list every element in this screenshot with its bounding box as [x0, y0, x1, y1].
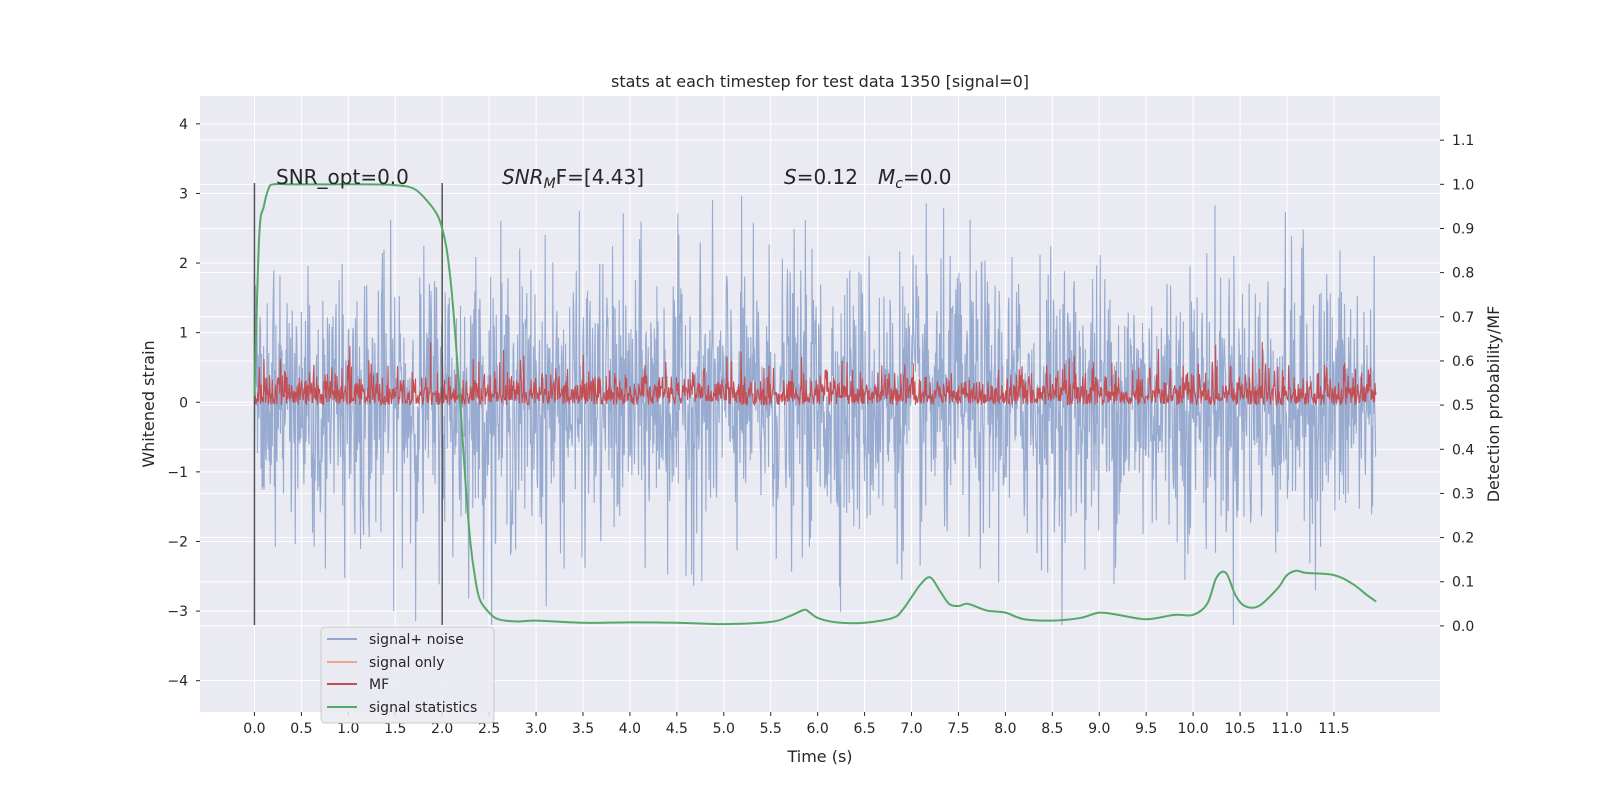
legend-label-mf: MF — [369, 677, 389, 693]
y-left-tick-label-1: 3 — [179, 186, 188, 202]
signal-noise-series — [253, 195, 1377, 625]
y-left-tick-label-5: −1 — [167, 465, 188, 481]
y-right-axis-ticks: 1.1 1.0 0.9 0.8 0.7 0.6 0.5 0.4 0.3 0.2 0.1 0.0 — [1440, 133, 1474, 635]
x-tick-label-2: 1.0 — [337, 721, 359, 737]
y-right-tick-label-11: 0.0 — [1452, 619, 1474, 635]
x-tick-label-4: 2.0 — [431, 721, 453, 737]
y-left-tick-label-6: −2 — [167, 534, 188, 550]
signal-noise-line — [253, 195, 1377, 625]
annotation-s-value: =0.12 — [797, 165, 858, 189]
legend-label-signal-noise: signal+ noise — [369, 632, 464, 648]
mf-series — [253, 342, 1377, 407]
y-right-tick-label-4: 0.7 — [1452, 310, 1474, 326]
legend: signal+ noise signal only MF signal stat… — [320, 626, 495, 724]
x-tick-label-22: 11.0 — [1271, 721, 1302, 737]
y-left-tick-label-7: −3 — [167, 604, 188, 620]
x-tick-label-11: 5.5 — [760, 721, 782, 737]
x-tick-label-7: 3.5 — [572, 721, 594, 737]
x-tick-label-9: 4.5 — [666, 721, 688, 737]
y-right-tick-label-7: 0.4 — [1452, 442, 1474, 458]
y-right-tick-label-3: 0.8 — [1452, 266, 1474, 282]
signal-window-lines — [253, 183, 443, 625]
x-axis-ticks: 0.0 0.5 1.0 1.5 2.0 2.5 3.0 3.5 4.0 4.5 5.0 5.5 6.0 6… — [243, 712, 1350, 737]
annotation-s: S=0.12 — [784, 165, 858, 189]
x-tick-label-15: 7.5 — [947, 721, 969, 737]
y-left-axis-ticks: 4 3 2 1 0 −1 −2 −3 −4 — [167, 117, 200, 690]
y-right-axis-label: Detection probability/MF — [1484, 306, 1503, 503]
signal-statistics-series — [253, 182, 1377, 626]
y-left-tick-label-8: −4 — [167, 674, 188, 690]
legend-label-signal-only: signal only — [369, 655, 444, 671]
y-right-tick-label-0: 1.1 — [1452, 133, 1474, 149]
mf-line — [253, 342, 1377, 407]
x-tick-label-1: 0.5 — [290, 721, 312, 737]
y-right-tick-label-2: 0.9 — [1452, 221, 1474, 237]
annotation-s-symbol: S — [784, 165, 797, 189]
signal-statistics-line — [253, 182, 1377, 626]
x-tick-label-3: 1.5 — [384, 721, 406, 737]
y-right-tick-label-5: 0.6 — [1452, 354, 1474, 370]
annotation-snr-mf-sub: M — [544, 176, 556, 192]
x-tick-label-10: 5.0 — [713, 721, 735, 737]
annotation-snr-mf-value: F=[4.43] — [556, 165, 644, 189]
x-tick-label-18: 9.0 — [1088, 721, 1110, 737]
x-tick-label-19: 9.5 — [1135, 721, 1157, 737]
legend-label-signal-statistics: signal statistics — [369, 700, 477, 716]
chart-title: stats at each timestep for test data 135… — [611, 72, 1029, 91]
x-tick-label-17: 8.5 — [1041, 721, 1063, 737]
y-left-tick-label-2: 2 — [179, 256, 188, 272]
annotation-mc-value: =0.0 — [903, 165, 952, 189]
annotation-snr-mf: SNRMF=[4.43] — [502, 165, 644, 192]
y-right-tick-label-10: 0.1 — [1452, 575, 1474, 591]
x-tick-label-23: 11.5 — [1318, 721, 1349, 737]
annotation-snr-mf-base: SNR — [502, 165, 544, 189]
annotation-mc-sub: c — [895, 176, 903, 192]
legend-box — [320, 626, 495, 724]
annotation-snr-opt: SNR_opt=0.0 — [276, 165, 409, 189]
x-tick-label-16: 8.0 — [994, 721, 1016, 737]
x-tick-label-6: 3.0 — [525, 721, 547, 737]
x-tick-label-8: 4.0 — [619, 721, 641, 737]
x-tick-label-13: 6.5 — [853, 721, 875, 737]
x-tick-label-5: 2.5 — [478, 721, 500, 737]
y-right-tick-label-6: 0.5 — [1452, 398, 1474, 414]
annotation-mc-symbol: M — [878, 165, 895, 189]
x-tick-label-0: 0.0 — [243, 721, 265, 737]
x-tick-label-14: 7.0 — [900, 721, 922, 737]
x-axis-label: Time (s) — [786, 747, 852, 766]
annotation-mc: Mc=0.0 — [878, 165, 952, 192]
y-right-tick-label-9: 0.2 — [1452, 531, 1474, 547]
y-right-tick-label-8: 0.3 — [1452, 486, 1474, 502]
x-tick-label-20: 10.0 — [1178, 721, 1209, 737]
y-left-tick-label-0: 4 — [179, 117, 188, 133]
y-left-tick-label-3: 1 — [179, 326, 188, 342]
x-tick-label-12: 6.0 — [807, 721, 829, 737]
y-left-tick-label-4: 0 — [179, 395, 188, 411]
y-right-tick-label-1: 1.0 — [1452, 177, 1474, 193]
x-tick-label-21: 10.5 — [1224, 721, 1255, 737]
y-left-axis-label: Whitened strain — [139, 340, 158, 467]
